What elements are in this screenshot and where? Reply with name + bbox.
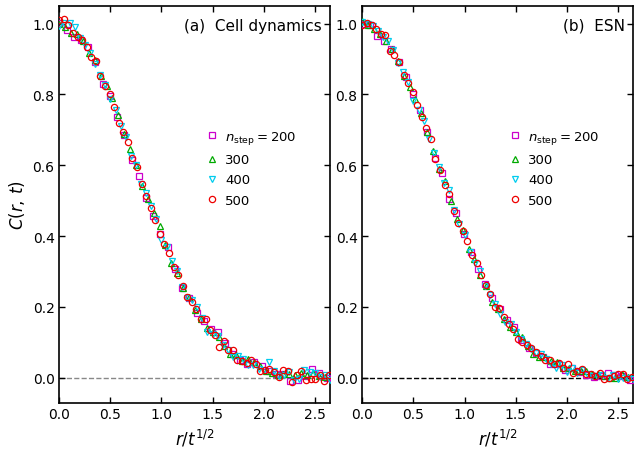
Text: (b)  ESN: (b) ESN xyxy=(563,19,625,34)
X-axis label: $r/t^{1/2}$: $r/t^{1/2}$ xyxy=(175,427,214,448)
Y-axis label: $C(r,\, t)$: $C(r,\, t)$ xyxy=(7,180,27,230)
Text: (a)  Cell dynamics: (a) Cell dynamics xyxy=(184,19,322,34)
Legend: $n_{\rm step} = 200$, 300, 400, 500: $n_{\rm step} = 200$, 300, 400, 500 xyxy=(503,124,605,212)
Legend: $n_{\rm step} = 200$, 300, 400, 500: $n_{\rm step} = 200$, 300, 400, 500 xyxy=(200,124,301,212)
X-axis label: $r/t^{1/2}$: $r/t^{1/2}$ xyxy=(478,427,517,448)
